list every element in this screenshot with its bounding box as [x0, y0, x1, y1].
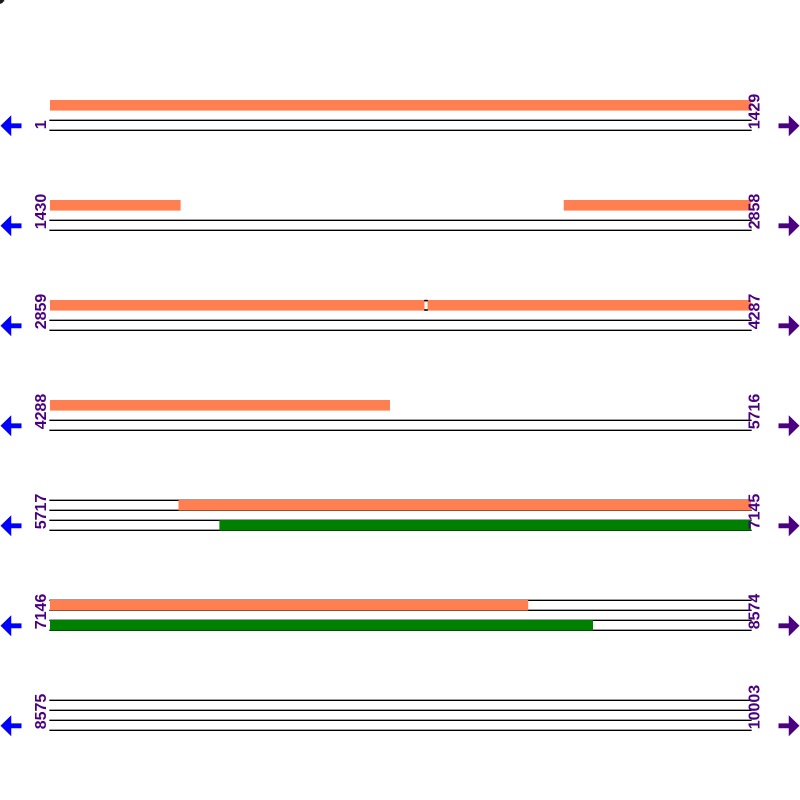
svg-text:8574: 8574 [747, 594, 764, 630]
svg-text:8575: 8575 [33, 694, 50, 730]
svg-text:7145: 7145 [747, 494, 764, 530]
svg-text:7146: 7146 [33, 594, 50, 630]
svg-text:1429: 1429 [747, 94, 764, 130]
svg-text:2858: 2858 [747, 194, 764, 230]
svg-text:5716: 5716 [747, 394, 764, 430]
svg-text:2859: 2859 [33, 294, 50, 330]
svg-text:1430: 1430 [33, 194, 50, 230]
svg-text:1: 1 [33, 120, 50, 129]
svg-text:10003: 10003 [747, 685, 764, 730]
svg-text:4288: 4288 [33, 394, 50, 430]
svg-text:5717: 5717 [33, 494, 50, 530]
svg-text:4287: 4287 [747, 294, 764, 330]
